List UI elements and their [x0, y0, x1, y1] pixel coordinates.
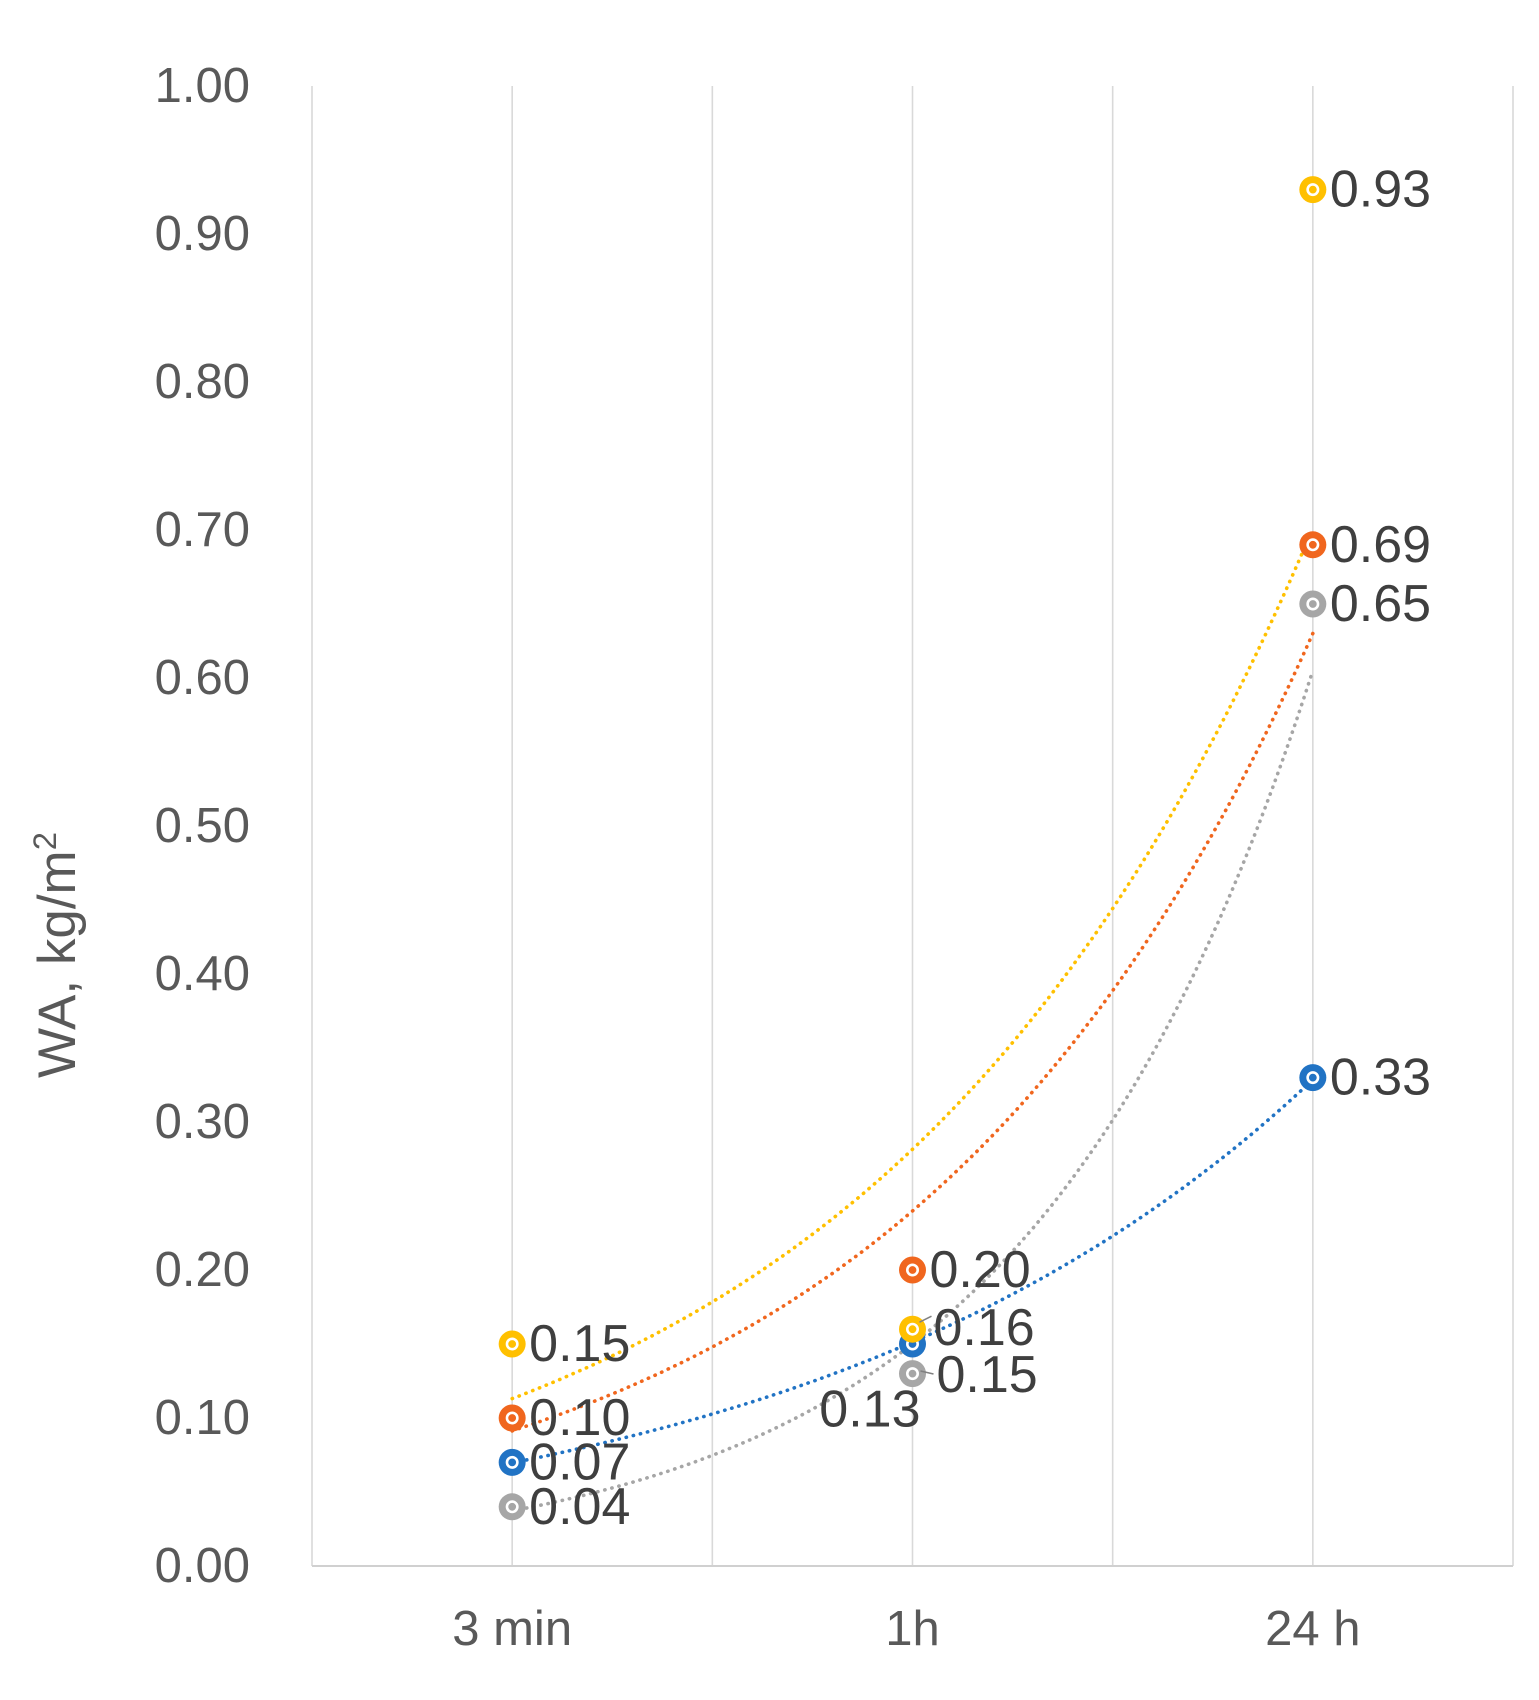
orange-trendline: [510, 631, 1315, 1433]
gold-data-label-2: 0.93: [1330, 161, 1431, 219]
blue-marker-ring-2: [1306, 1071, 1320, 1085]
gold-data-label-0: 0.15: [529, 1315, 630, 1373]
orange-data-label-0: 0.10: [529, 1389, 630, 1447]
gray-marker-ring-1: [905, 1367, 919, 1381]
y-axis-title-text: WA, kg/m: [27, 850, 87, 1078]
gray-marker-ring-0: [505, 1500, 519, 1514]
gray-data-label-1: 0.13: [819, 1381, 920, 1439]
orange-data-label-2: 0.69: [1330, 516, 1431, 574]
x-axis-label: 1h: [885, 1602, 940, 1656]
gray-marker-ring-2: [1306, 597, 1320, 611]
orange-marker-ring-2: [1306, 538, 1320, 552]
blue-marker-ring-0: [505, 1455, 519, 1469]
x-axis-label: 3 min: [452, 1602, 572, 1656]
y-tick-label: 0.00: [155, 1539, 250, 1593]
y-tick-label: 0.90: [155, 207, 250, 261]
y-tick-label: 0.20: [155, 1243, 250, 1297]
y-tick-label: 0.50: [155, 799, 250, 853]
y-tick-label: 0.70: [155, 503, 250, 557]
y-tick-label: 0.60: [155, 651, 250, 705]
y-tick-label: 0.10: [155, 1391, 250, 1445]
gray-data-label-2: 0.65: [1330, 575, 1431, 633]
gray-marker-1: [899, 1360, 926, 1388]
y-axis-title-superscript: 2: [26, 832, 64, 851]
gold-marker-ring-1: [905, 1322, 919, 1336]
blue-data-label-0: 0.07: [529, 1433, 630, 1491]
orange-marker-ring-1: [905, 1263, 919, 1277]
blue-marker-0: [498, 1448, 526, 1476]
gold-marker-2: [1299, 176, 1327, 204]
gray-data-label-0: 0.04: [529, 1478, 630, 1536]
gold-marker-1: [899, 1315, 926, 1343]
y-tick-label: 0.40: [155, 947, 250, 1001]
orange-marker-2: [1299, 531, 1327, 559]
x-axis-label: 24 h: [1265, 1602, 1360, 1656]
gold-label-leader-1: [919, 1315, 932, 1323]
y-tick-label: 1.00: [155, 59, 250, 113]
orange-marker-ring-0: [505, 1411, 519, 1425]
y-tick-label: 0.80: [155, 355, 250, 409]
y-tick-label: 0.30: [155, 1095, 250, 1149]
blue-data-label-2: 0.33: [1330, 1049, 1431, 1107]
blue-marker-2: [1299, 1064, 1327, 1092]
gold-data-label-1: 0.16: [934, 1299, 1035, 1357]
orange-data-label-1: 0.20: [930, 1241, 1031, 1299]
blue-label-leader-1: [920, 1370, 934, 1375]
orange-marker-1: [899, 1256, 926, 1284]
gold-marker-ring-2: [1306, 183, 1320, 197]
gray-marker-2: [1299, 590, 1327, 618]
orange-marker-0: [498, 1404, 526, 1432]
gray-marker-0: [498, 1493, 526, 1521]
y-axis-title: WA, kg/m2: [26, 832, 88, 1078]
gold-trendline: [510, 526, 1315, 1401]
gold-marker-ring-0: [505, 1337, 519, 1351]
gold-marker-0: [498, 1330, 526, 1358]
blue-data-label-1: 0.15: [937, 1346, 1038, 1404]
